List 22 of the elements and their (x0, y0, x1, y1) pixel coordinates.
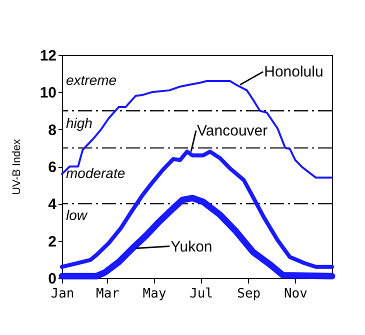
annotation: low (66, 207, 88, 223)
series-label: Honolulu (264, 64, 324, 81)
y-tick-label: 8 (48, 122, 56, 139)
y-tick-label: 4 (48, 196, 58, 214)
x-tick-label: Jul (190, 286, 214, 302)
line-series (60, 150, 334, 269)
series-label: Vancouver (197, 122, 268, 140)
y-tick-label: 12 (40, 48, 56, 64)
annotation: high (66, 115, 93, 131)
y-tick-label: 10 (40, 84, 56, 102)
annotation: extreme (66, 72, 117, 88)
x-tick-label: Jan (50, 286, 74, 302)
annotation: moderate (66, 165, 126, 181)
series-label: Yukon (170, 238, 212, 256)
y-tick-label: 0 (48, 270, 56, 288)
y-tick-label: 6 (48, 159, 56, 176)
y-tick-label: 2 (48, 233, 56, 250)
x-tick-label: Nov (284, 286, 308, 302)
x-tick-label: Sep (237, 286, 261, 302)
y-axis-title: UV-B Index (10, 138, 23, 195)
x-tick-label: May (142, 286, 166, 302)
x-tick-label: Mar (96, 286, 120, 302)
